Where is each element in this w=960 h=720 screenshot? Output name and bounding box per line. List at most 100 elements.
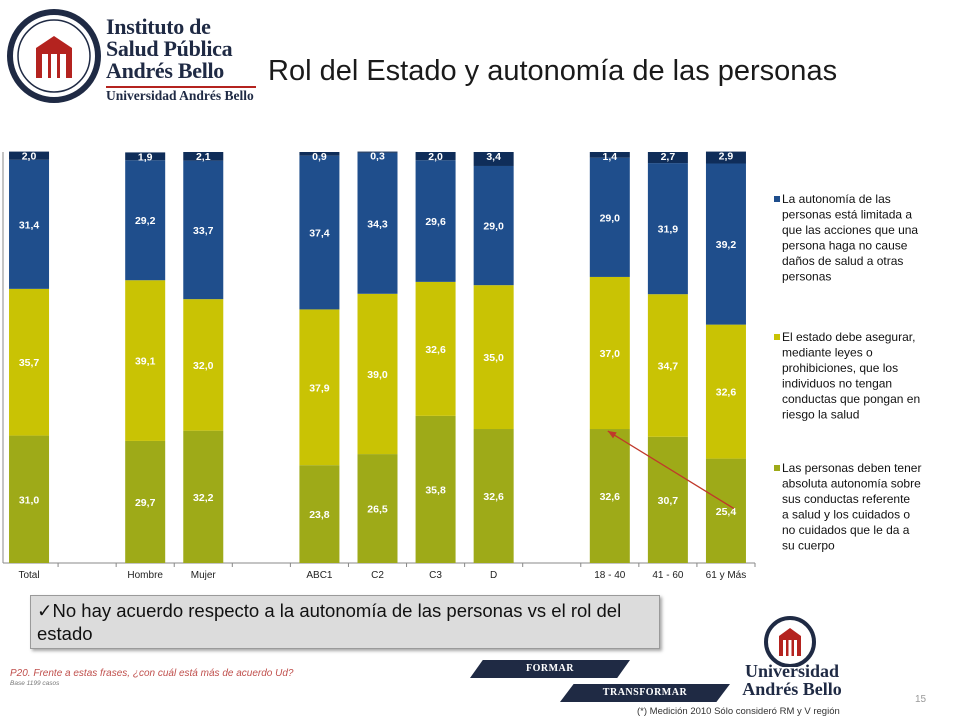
legend-label: mediante leyes o <box>782 346 873 360</box>
data-label: 33,7 <box>193 225 214 237</box>
data-label: 29,6 <box>425 216 446 228</box>
x-tick-label: 41 - 60 <box>652 570 684 581</box>
institute-name: Instituto de Salud Pública Andrés Bello … <box>106 16 254 104</box>
bar-segment <box>9 435 50 563</box>
x-tick-label: 61 y Más <box>706 570 747 581</box>
legend-label: a salud y los cuidados o <box>782 508 910 522</box>
legend-swatch <box>774 196 780 202</box>
bar-segment <box>647 294 688 437</box>
bar-segment <box>125 160 166 281</box>
institute-logo: Instituto de Salud Pública Andrés Bello … <box>6 8 256 108</box>
bar-segment <box>299 152 340 156</box>
data-label: 34,7 <box>658 361 679 373</box>
bar-segment <box>357 293 398 455</box>
data-label: 31,9 <box>658 224 679 236</box>
data-label: 32,2 <box>193 492 214 504</box>
bar-segment <box>183 160 224 300</box>
legend-swatch <box>774 465 780 471</box>
bar-segment <box>589 157 630 277</box>
institute-name-line2: Salud Pública <box>106 36 233 61</box>
page-title: Rol del Estado y autonomía de las person… <box>268 55 838 87</box>
data-label: 2,7 <box>661 151 676 163</box>
data-label: 31,4 <box>19 219 40 231</box>
x-tick-label: 18 - 40 <box>594 570 626 581</box>
data-label: 29,2 <box>135 215 156 227</box>
data-label: 1,9 <box>138 151 153 163</box>
data-label: 37,9 <box>309 382 330 394</box>
bar-segment <box>589 152 630 158</box>
legend-label: que las acciones que una <box>782 223 918 237</box>
data-label: 23,8 <box>309 509 330 521</box>
legend-label: daños de salud a otras <box>782 254 903 268</box>
bar-segment <box>589 429 630 563</box>
legend-label: riesgo la salud <box>782 408 859 422</box>
bar-segment <box>183 299 224 431</box>
data-label: 30,7 <box>658 495 679 507</box>
bar-segment <box>473 165 514 286</box>
bar-segment <box>125 440 166 563</box>
bar-segment <box>299 465 340 563</box>
bar-segment <box>9 151 50 160</box>
bar-segment <box>705 163 746 325</box>
legend-label: personas <box>782 270 831 284</box>
data-label: 2,0 <box>428 151 443 163</box>
data-label: 32,6 <box>483 491 504 503</box>
legend-label: El estado debe asegurar, <box>782 330 915 344</box>
legend-label: conductas que pongan en <box>782 392 920 406</box>
data-label: 34,3 <box>367 218 388 230</box>
bar-segment <box>705 151 746 164</box>
bar-segment <box>705 458 746 563</box>
bar-segment <box>415 160 456 282</box>
bar-segment <box>415 152 456 161</box>
data-label: 37,4 <box>309 228 330 240</box>
data-label: 32,0 <box>193 360 214 372</box>
data-label: 2,1 <box>196 151 211 163</box>
conclusion-callout: ✓No hay acuerdo respecto a la autonomía … <box>30 595 660 649</box>
university-name: Universidad Andrés Bello <box>738 662 846 698</box>
data-label: 25,4 <box>716 506 737 518</box>
bar-segment <box>9 288 50 436</box>
bar-segment <box>705 324 746 459</box>
university-name-line2: Andrés Bello <box>742 679 842 699</box>
data-label: 1,4 <box>603 151 618 163</box>
conclusion-text: No hay acuerdo respecto a la autonomía d… <box>37 600 622 644</box>
data-label: 35,0 <box>483 352 504 364</box>
data-label: 3,4 <box>486 151 501 163</box>
ribbon-transformar: TRANSFORMAR <box>560 684 730 702</box>
data-label: 31,0 <box>19 494 40 506</box>
data-label: 32,6 <box>600 491 621 503</box>
legend-swatch <box>774 334 780 340</box>
data-label: 32,6 <box>425 344 446 356</box>
data-label: 37,0 <box>600 348 621 360</box>
bar-segment <box>299 155 340 310</box>
x-tick-label: Total <box>18 570 39 581</box>
university-emblem-icon <box>764 616 816 668</box>
x-tick-label: ABC1 <box>306 570 333 581</box>
x-tick-label: D <box>490 570 497 581</box>
legend-label: individuos no tengan <box>782 377 892 391</box>
bar-segment <box>473 285 514 430</box>
ribbon-formar: FORMAR <box>470 660 630 678</box>
bar-segment <box>647 436 688 563</box>
legend-label: prohibiciones, que los <box>782 361 898 375</box>
stacked-bar-chart: 31,0 35,7 31,4 2,0 Total 29,7 39,1 29,2 1,9 Hombr… <box>2 151 921 581</box>
data-label: 39,1 <box>135 356 156 368</box>
data-label: 35,7 <box>19 357 40 369</box>
x-tick-label: Mujer <box>191 570 217 581</box>
bar-segment <box>357 454 398 563</box>
bar-segment <box>357 151 398 153</box>
bar-segment <box>473 152 514 166</box>
data-label: 32,6 <box>716 387 737 399</box>
bar-segment <box>647 152 688 164</box>
bar-segment <box>415 415 456 563</box>
x-tick-label: C2 <box>371 570 384 581</box>
data-label: 39,2 <box>716 239 737 251</box>
bar-segment <box>415 281 456 416</box>
legend-label: su cuerpo <box>782 539 835 553</box>
institute-emblem-icon <box>7 9 101 103</box>
bar-segment <box>9 159 50 289</box>
x-tick-label: C3 <box>429 570 442 581</box>
survey-question: P20. Frente a estas frases, ¿con cuál es… <box>10 668 294 679</box>
x-tick-label: Hombre <box>127 570 163 581</box>
legend-label: absoluta autonomía sobre <box>782 477 921 491</box>
